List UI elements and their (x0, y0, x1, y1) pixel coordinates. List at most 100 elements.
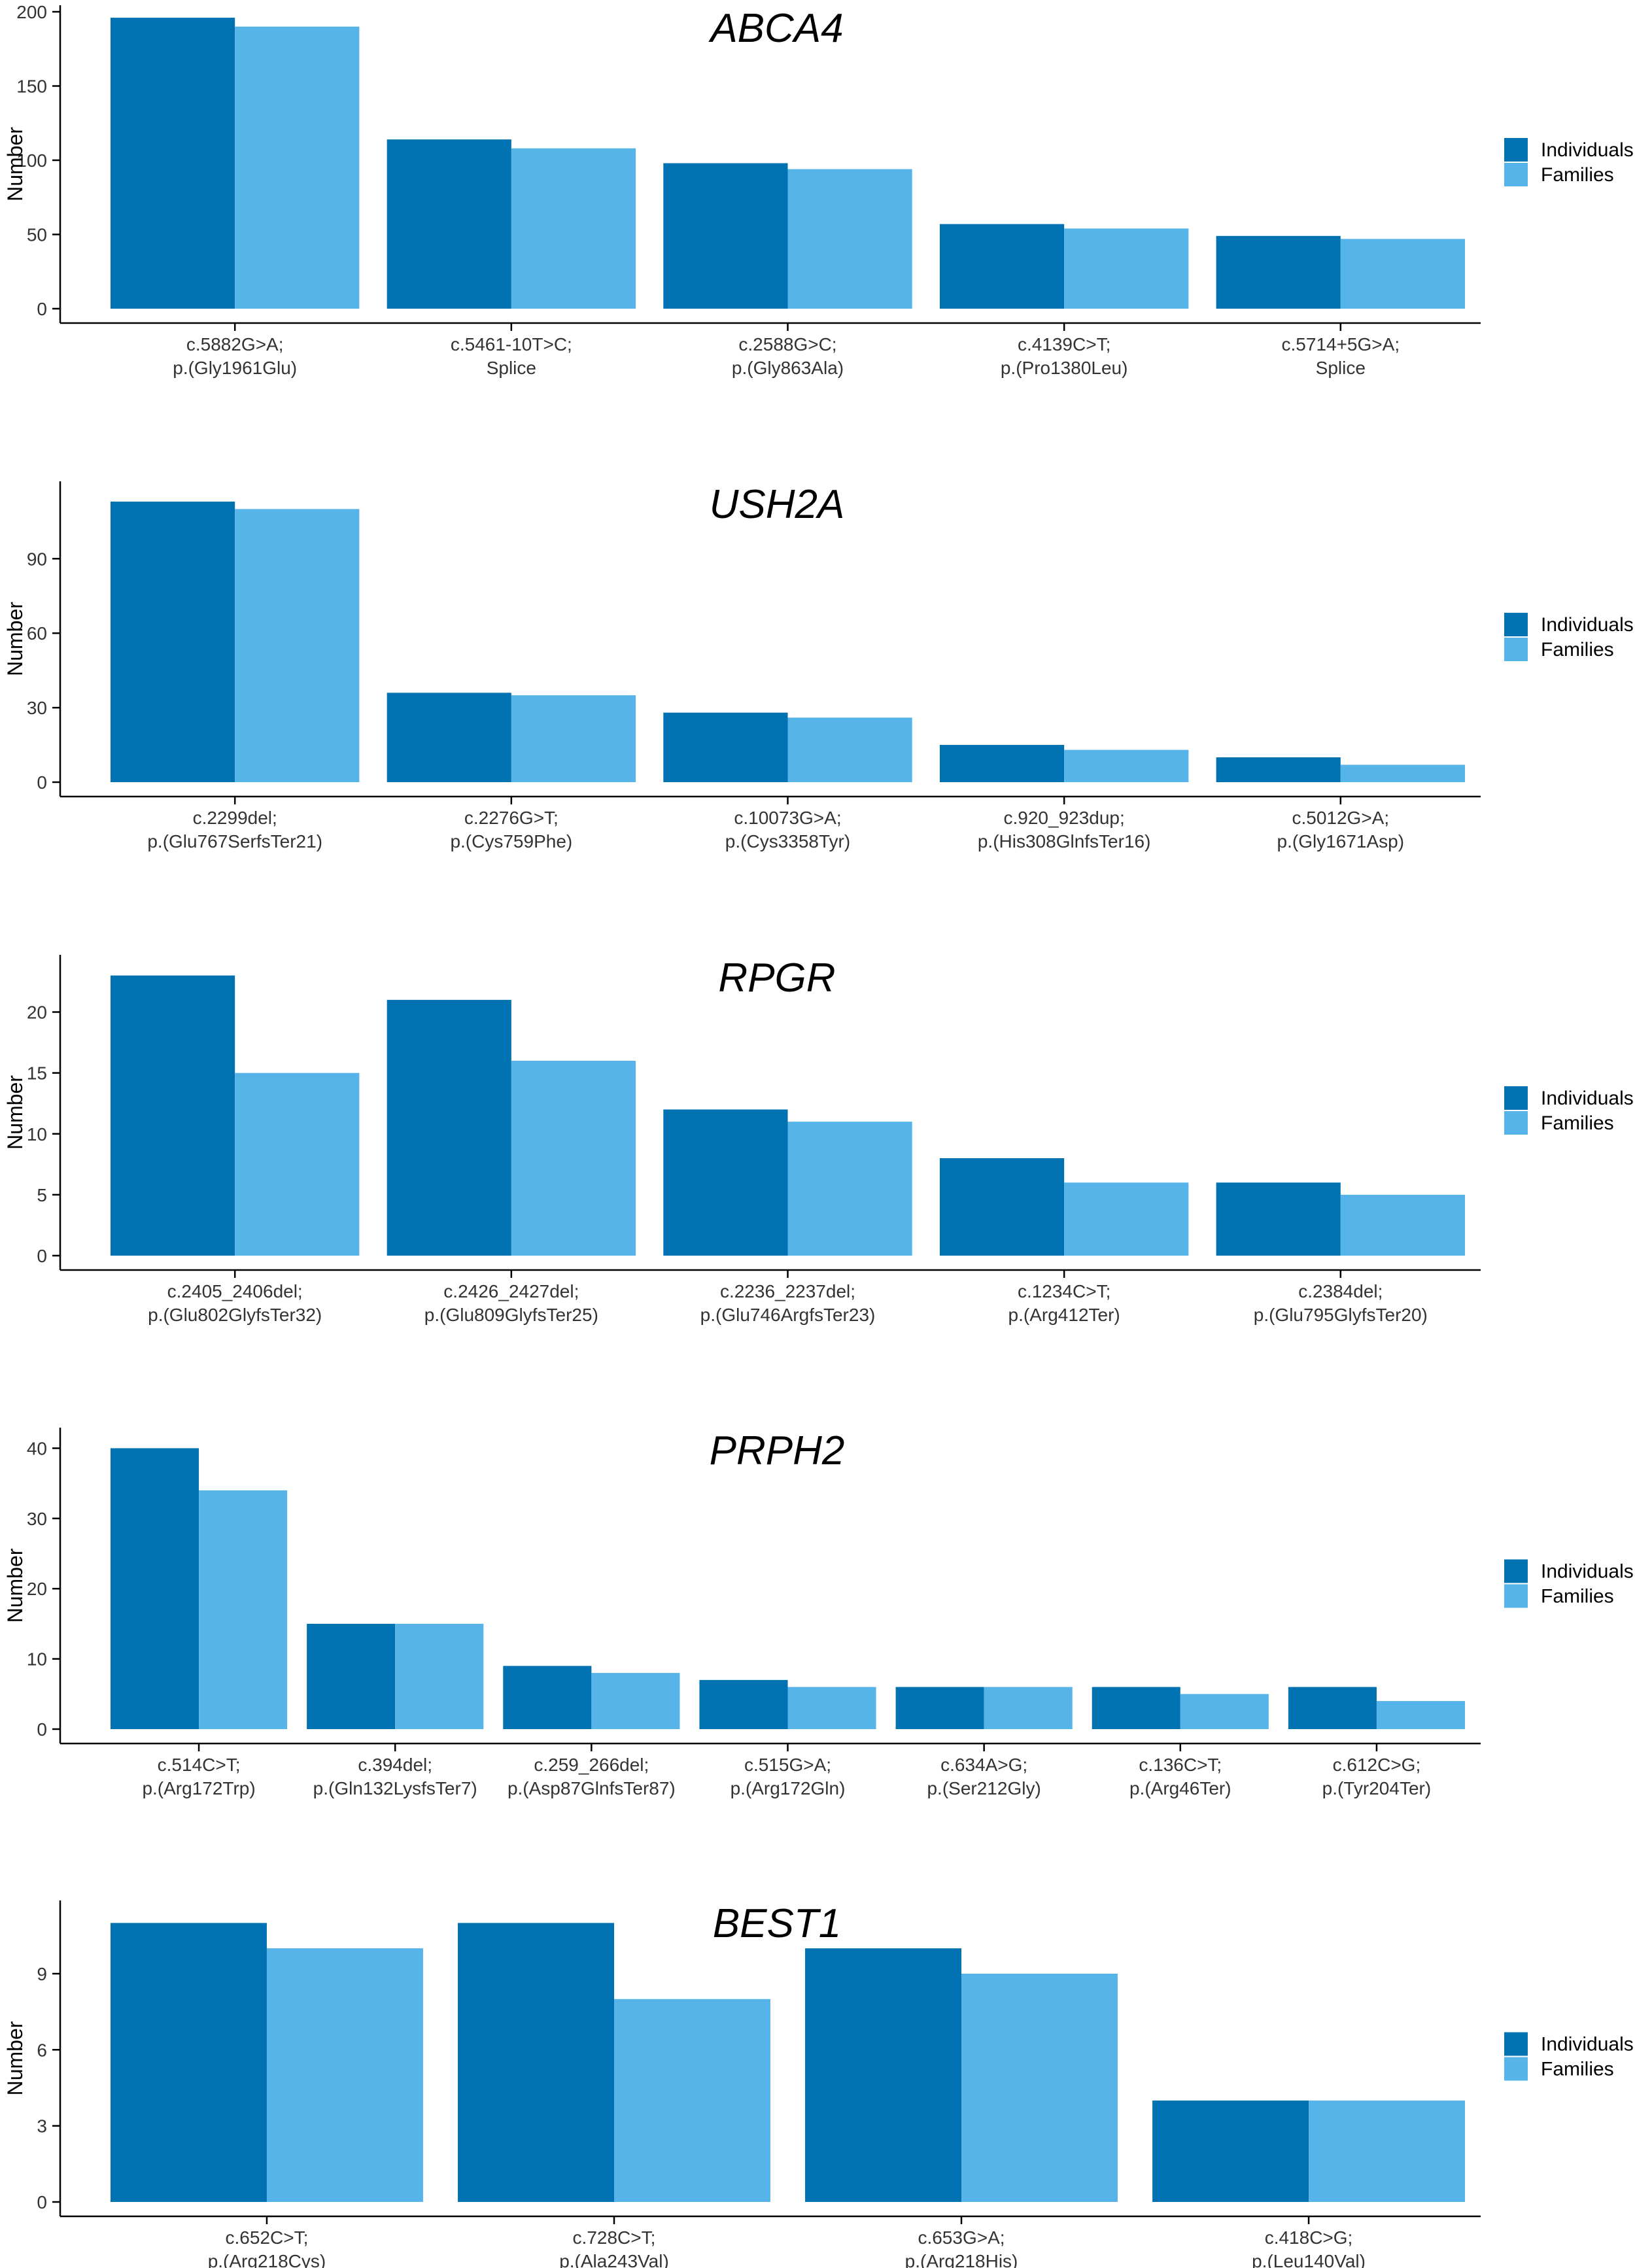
x-tick-label-line2: p.(Leu140Val) (1252, 2251, 1366, 2268)
chart-title: ABCA4 (708, 6, 843, 51)
chart-panel-best1: 0 3 6 9 Number BEST1 c.652C>T; p.(Arg218Cys) c.7… (3, 1900, 1634, 2268)
bar-individuals-3 (939, 1158, 1065, 1256)
y-tick-label: 0 (37, 2192, 47, 2212)
legend-key-individuals (1504, 613, 1528, 636)
bar-individuals-0 (111, 1923, 267, 2202)
x-tick-label-line1: c.612C>G; (1333, 1755, 1421, 1775)
legend-key-individuals (1504, 138, 1528, 162)
legend-key-individuals (1504, 1559, 1528, 1583)
legend-label-families: Families (1541, 2059, 1614, 2080)
y-tick-label: 20 (27, 1003, 47, 1023)
x-tick-label-line2: p.(Cys759Phe) (450, 831, 572, 851)
x-tick-label-line1: c.2236_2237del; (720, 1281, 855, 1301)
chart-title: RPGR (718, 955, 835, 1001)
x-tick-label-line1: c.2588G>C; (738, 334, 836, 354)
y-tick-label: 6 (37, 2040, 47, 2060)
bar-families-3 (1064, 228, 1189, 309)
legend-label-families: Families (1541, 639, 1614, 661)
x-tick-label-line2: p.(Ser212Gly) (927, 1778, 1041, 1798)
legend-key-families (1504, 638, 1528, 661)
bar-families-1 (511, 695, 636, 782)
x-tick-label-line2: p.(Glu746ArgfsTer23) (700, 1305, 876, 1325)
y-tick-label: 20 (27, 1579, 47, 1599)
y-tick-label: 0 (37, 299, 47, 319)
bar-families-2 (787, 1122, 912, 1256)
y-tick-label: 40 (27, 1438, 47, 1458)
bar-families-5 (1180, 1694, 1269, 1729)
legend-label-individuals: Individuals (1541, 2034, 1634, 2055)
x-tick-label-line2: p.(Gly1671Asp) (1277, 831, 1405, 851)
x-tick-label-line1: c.4139C>T; (1018, 334, 1110, 354)
bar-families-1 (511, 148, 636, 309)
y-tick-label: 3 (37, 2116, 47, 2137)
x-tick-label-line1: c.653G>A; (918, 2227, 1005, 2248)
x-tick-label-line1: c.5461-10T>C; (451, 334, 572, 354)
bar-individuals-4 (1216, 1182, 1341, 1256)
bar-individuals-0 (111, 975, 235, 1256)
bar-individuals-3 (939, 745, 1065, 782)
bar-individuals-5 (1092, 1687, 1180, 1729)
x-tick-label-line2: p.(Glu795GlyfsTer20) (1254, 1305, 1428, 1325)
legend-key-individuals (1504, 2032, 1528, 2056)
x-tick-label-line2: p.(Cys3358Tyr) (725, 831, 850, 851)
x-tick-label-line2: p.(Ala243Val) (559, 2251, 669, 2268)
x-tick-label-line1: c.259_266del; (534, 1755, 649, 1775)
bar-individuals-4 (1216, 235, 1341, 309)
x-tick-label-line1: c.5012G>A; (1292, 808, 1389, 828)
y-tick-label: 5 (37, 1185, 47, 1205)
y-tick-label: 10 (27, 1649, 47, 1670)
x-tick-label-line2: p.(Gly863Ala) (732, 358, 844, 378)
x-tick-label-line1: c.2384del; (1298, 1281, 1383, 1301)
bar-families-2 (961, 1973, 1118, 2202)
chart-panel-prph2: 0 10 20 30 40 Number PRPH2 c.514C>T; p.(Arg172Tr… (3, 1428, 1634, 1798)
x-tick-label-line2: p.(Asp87GlnfsTer87) (508, 1778, 676, 1798)
bar-individuals-1 (458, 1923, 614, 2202)
x-tick-label-line2: p.(Arg218Cys) (208, 2251, 326, 2268)
bar-families-0 (235, 509, 360, 782)
y-axis-label: Number (3, 602, 27, 676)
chart-title: USH2A (710, 482, 845, 527)
x-tick-label-line2: p.(Arg218His) (905, 2251, 1018, 2268)
legend-label-families: Families (1541, 1112, 1614, 1134)
x-tick-label-line1: c.394del; (358, 1755, 432, 1775)
x-tick-label-line2: p.(Gly1961Glu) (173, 358, 297, 378)
y-tick-label: 0 (37, 1246, 47, 1266)
x-tick-label-line1: c.2276G>T; (464, 808, 559, 828)
bar-individuals-1 (387, 693, 511, 782)
x-tick-label-line1: c.136C>T; (1139, 1755, 1222, 1775)
y-tick-label: 150 (16, 77, 47, 97)
bar-individuals-2 (663, 1109, 788, 1256)
y-axis-label: Number (3, 1548, 27, 1623)
bar-individuals-6 (1288, 1687, 1377, 1729)
bar-families-0 (235, 26, 360, 309)
bar-individuals-3 (939, 224, 1065, 309)
bar-families-3 (1309, 2100, 1465, 2202)
x-tick-label-line1: c.515G>A; (744, 1755, 831, 1775)
y-tick-label: 90 (27, 549, 47, 569)
x-tick-label-line1: c.418C>G; (1265, 2227, 1353, 2248)
x-tick-label-line2: p.(Pro1380Leu) (1001, 358, 1128, 378)
y-tick-label: 9 (37, 1964, 47, 1984)
legend-key-individuals (1504, 1086, 1528, 1110)
bar-families-2 (787, 169, 912, 309)
bar-families-2 (787, 717, 912, 782)
bar-individuals-4 (1216, 757, 1341, 782)
chart-title: PRPH2 (710, 1428, 845, 1473)
y-tick-label: 100 (16, 150, 47, 171)
x-tick-label-line1: c.10073G>A; (734, 808, 841, 828)
x-tick-label-line1: c.5714+5G>A; (1282, 334, 1400, 354)
y-tick-label: 30 (27, 698, 47, 718)
legend-key-families (1504, 1111, 1528, 1135)
bar-families-4 (1340, 765, 1465, 782)
chart-panel-ush2a: 0 30 60 90 Number USH2A c.2299del; p.(Glu767Ser… (3, 481, 1634, 851)
x-tick-label-line2: p.(Glu767SerfsTer21) (147, 831, 322, 851)
bar-families-0 (266, 1948, 423, 2202)
y-tick-label: 200 (16, 2, 47, 22)
x-tick-label-line1: c.652C>T; (226, 2227, 309, 2248)
bar-families-1 (395, 1623, 484, 1729)
bar-individuals-0 (111, 18, 235, 309)
bar-families-0 (235, 1073, 360, 1256)
bar-families-4 (1340, 239, 1465, 309)
legend-label-individuals: Individuals (1541, 1088, 1634, 1109)
